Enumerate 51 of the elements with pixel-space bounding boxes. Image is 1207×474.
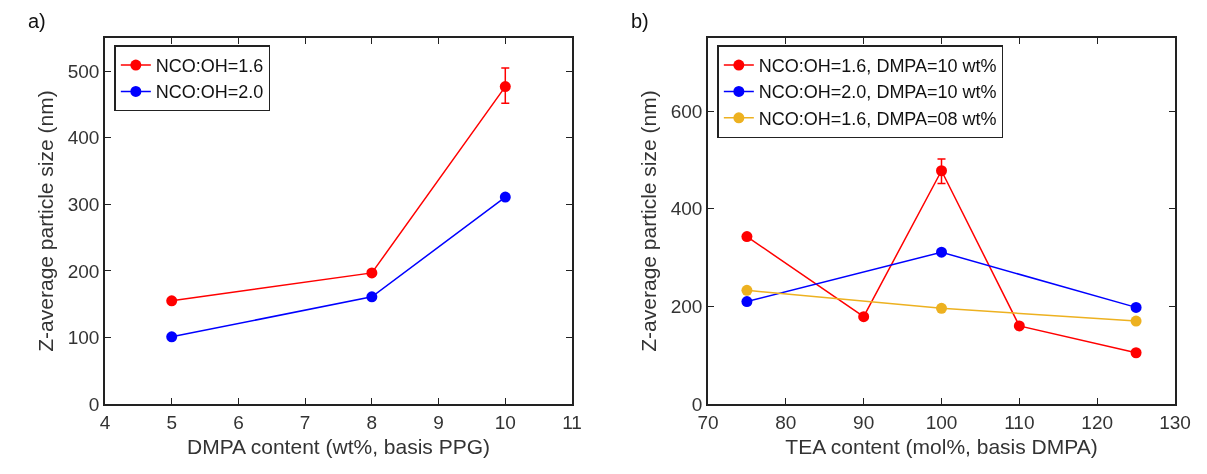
legend-label: NCO:OH=2.0 [155, 82, 264, 103]
x-tick-label: 11 [562, 411, 582, 433]
point [741, 296, 753, 308]
x-tick-label: 5 [166, 411, 177, 433]
x-tick-label: 7 [299, 411, 311, 433]
point [166, 331, 178, 343]
y-tick-label: 400 [670, 198, 703, 220]
point [741, 284, 753, 296]
legend-label: NCO:OH=1.6, DMPA=10 wt% [758, 56, 997, 77]
y-tick-label: 200 [670, 296, 703, 318]
y-axis-title: Z-average particle size (nm) [637, 90, 661, 352]
x-tick-label: 100 [925, 411, 958, 433]
x-tick-label: 80 [775, 411, 797, 433]
point [1130, 301, 1142, 313]
legend-label: NCO:OH=1.6, DMPA=08 wt% [758, 108, 997, 129]
x-tick-label: 4 [99, 411, 111, 433]
x-tick-label: 90 [853, 411, 875, 433]
point [1130, 315, 1142, 327]
x-tick-label: 120 [1081, 411, 1114, 433]
point [936, 165, 947, 177]
legend-label: NCO:OH=2.0, DMPA=10 wt% [758, 82, 997, 103]
y-tick-label: 400 [67, 127, 100, 149]
y-axis-title: Z-average particle size (nm) [34, 90, 58, 352]
legend-label: NCO:OH=1.6 [155, 56, 264, 77]
y-tick-label: 200 [67, 260, 100, 282]
x-tick-label: 110 [1004, 411, 1035, 433]
x-tick-label: 8 [366, 411, 378, 433]
text: a) [28, 10, 46, 32]
y-tick-label: 100 [67, 327, 100, 349]
y-tick-label: 300 [67, 194, 100, 216]
point [741, 231, 753, 243]
x-tick-label: 10 [494, 411, 516, 433]
point [936, 246, 947, 258]
y-tick-label: 600 [670, 100, 703, 122]
point [1013, 320, 1025, 332]
x-tick-label: 6 [233, 411, 244, 433]
point [1130, 347, 1142, 359]
point [366, 267, 378, 279]
y-tick-label: 0 [88, 393, 100, 415]
y-tick-label: 500 [67, 60, 100, 82]
point [366, 291, 378, 303]
x-tick-label: 130 [1159, 411, 1191, 433]
point [858, 311, 870, 323]
point [936, 302, 947, 314]
x-tick-label: 9 [433, 411, 444, 433]
text: b) [631, 10, 649, 32]
point [499, 81, 511, 93]
point [499, 191, 511, 203]
x-axis-title: DMPA content (wt%, basis PPG) [186, 435, 491, 459]
x-axis-title: TEA content (mol%, basis DMPA) [785, 435, 1098, 459]
point [166, 295, 178, 307]
